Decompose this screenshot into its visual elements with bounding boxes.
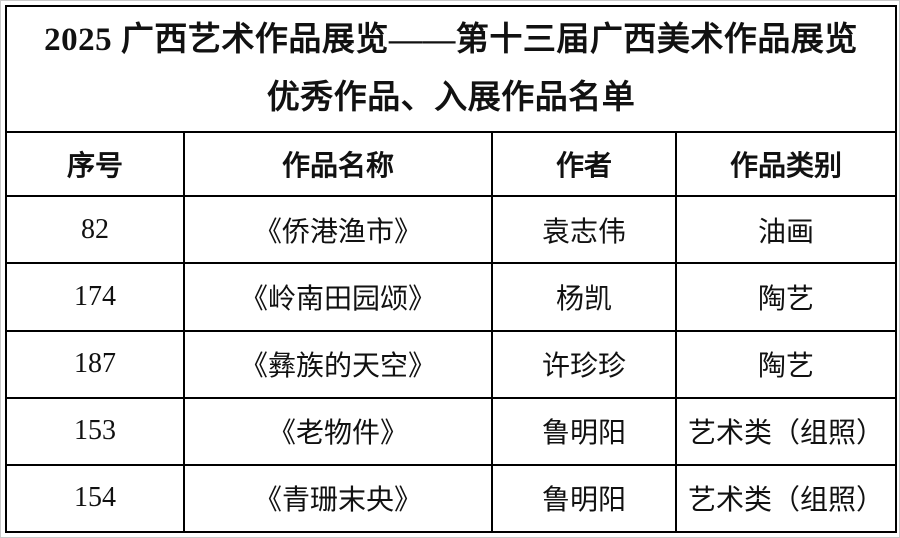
cell-work-name: 《侨港渔市》 bbox=[183, 195, 493, 265]
cell-work-name: 《彝族的天空》 bbox=[183, 329, 493, 399]
cell-category: 陶艺 bbox=[675, 329, 897, 399]
cell-author: 鲁明阳 bbox=[491, 463, 677, 534]
table-header-row: 序号 作品名称 作者 作品类别 bbox=[5, 131, 897, 198]
cell-author: 许珍珍 bbox=[491, 329, 677, 399]
document-title-line1: 2025 广西艺术作品展览——第十三届广西美术作品展览 bbox=[44, 21, 858, 58]
column-header-category: 作品类别 bbox=[675, 131, 897, 198]
title-cell: 2025 广西艺术作品展览——第十三届广西美术作品展览 优秀作品、入展作品名单 bbox=[5, 4, 897, 134]
cell-serial: 187 bbox=[5, 329, 185, 399]
column-header-work-name: 作品名称 bbox=[183, 131, 493, 198]
cell-category: 艺术类（组照） bbox=[675, 463, 897, 534]
table-row: 187 《彝族的天空》 许珍珍 陶艺 bbox=[5, 329, 897, 399]
cell-category: 陶艺 bbox=[675, 262, 897, 332]
cell-author: 杨凯 bbox=[491, 262, 677, 332]
table-row: 153 《老物件》 鲁明阳 艺术类（组照） bbox=[5, 396, 897, 466]
cell-category: 油画 bbox=[675, 195, 897, 265]
title-row: 2025 广西艺术作品展览——第十三届广西美术作品展览 优秀作品、入展作品名单 bbox=[5, 4, 897, 134]
column-header-serial: 序号 bbox=[5, 131, 185, 198]
cell-serial: 154 bbox=[5, 463, 185, 534]
document-title-line2: 优秀作品、入展作品名单 bbox=[266, 80, 636, 117]
award-table: 2025 广西艺术作品展览——第十三届广西美术作品展览 优秀作品、入展作品名单 … bbox=[5, 4, 897, 534]
cell-work-name: 《岭南田园颂》 bbox=[183, 262, 493, 332]
cell-category: 艺术类（组照） bbox=[675, 396, 897, 466]
cell-work-name: 《青珊末央》 bbox=[183, 463, 493, 534]
cell-serial: 174 bbox=[5, 262, 185, 332]
cell-serial: 82 bbox=[5, 195, 185, 265]
cell-serial: 153 bbox=[5, 396, 185, 466]
cell-work-name: 《老物件》 bbox=[183, 396, 493, 466]
table-row: 154 《青珊末央》 鲁明阳 艺术类（组照） bbox=[5, 463, 897, 534]
table-row: 82 《侨港渔市》 袁志伟 油画 bbox=[5, 195, 897, 265]
table-row: 174 《岭南田园颂》 杨凯 陶艺 bbox=[5, 262, 897, 332]
cell-author: 鲁明阳 bbox=[491, 396, 677, 466]
column-header-author: 作者 bbox=[491, 131, 677, 198]
cell-author: 袁志伟 bbox=[491, 195, 677, 265]
